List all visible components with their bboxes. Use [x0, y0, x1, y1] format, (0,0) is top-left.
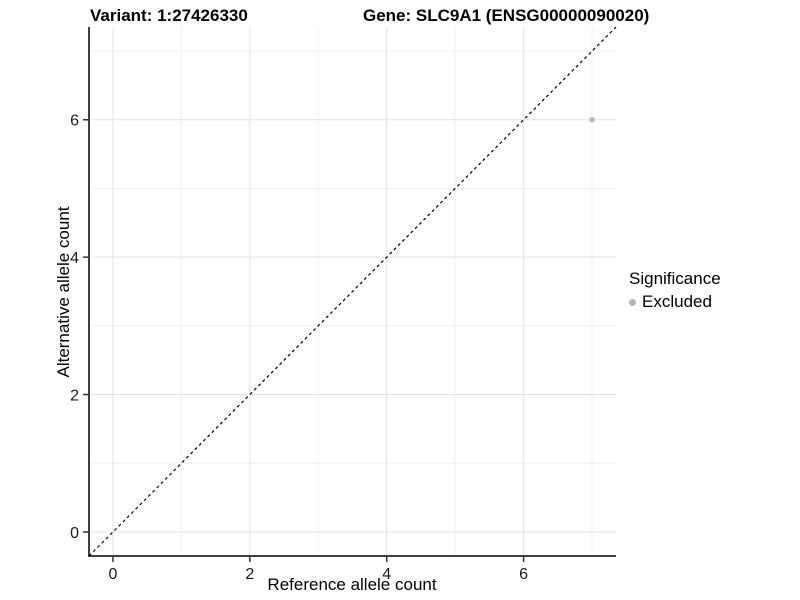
x-tick-label: 0: [109, 566, 118, 583]
legend-item-excluded: Excluded: [629, 292, 721, 312]
x-tick-label: 2: [245, 566, 254, 583]
y-tick-label: 2: [70, 388, 79, 405]
x-axis-title: Reference allele count: [267, 575, 437, 594]
x-tick-label: 6: [519, 566, 528, 583]
legend-point-icon: [629, 298, 636, 306]
x-tick-label: 4: [382, 566, 391, 583]
data-point-excluded: [589, 117, 595, 123]
plot-title-variant: Variant: 1:27426330: [90, 6, 248, 25]
y-tick-label: 4: [70, 250, 79, 267]
legend-item-label: Excluded: [642, 292, 712, 311]
y-axis-title: Alternative allele count: [54, 206, 73, 378]
plot-title-gene: Gene: SLC9A1 (ENSG00000090020): [363, 6, 650, 25]
legend: Significance Excluded: [629, 269, 721, 312]
y-tick-label: 6: [70, 113, 79, 130]
y-tick-label: 0: [70, 525, 79, 542]
identity-reference-line: [88, 26, 617, 557]
legend-title: Significance: [629, 269, 721, 288]
